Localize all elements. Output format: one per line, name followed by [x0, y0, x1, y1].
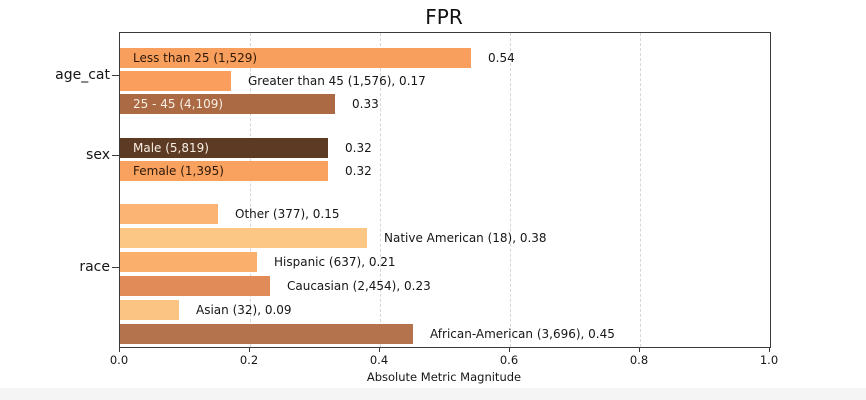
bar-inside-label: Less than 25 (1,529): [133, 51, 258, 65]
bar-native-american: [120, 228, 367, 248]
bar-inside-label: Male (5,819): [133, 141, 209, 155]
category-label-sex: sex: [86, 147, 110, 163]
gridline: [380, 33, 381, 347]
bar-hispanic: [120, 252, 257, 272]
bar-25-45: 25 - 45 (4,109): [120, 94, 335, 114]
gridline: [510, 33, 511, 347]
bar-caucasian: [120, 276, 270, 296]
bar-other: [120, 204, 218, 224]
x-tick: [249, 347, 250, 352]
x-tick-label: 0.6: [499, 353, 519, 367]
bar-value-label: Native American (18), 0.38: [384, 231, 547, 245]
category-label-age_cat: age_cat: [55, 67, 110, 83]
bar-value-label: African-American (3,696), 0.45: [430, 327, 615, 341]
bar-male: Male (5,819): [120, 138, 328, 158]
bar-value-label: Asian (32), 0.09: [196, 303, 292, 317]
plot-area: Less than 25 (1,529) 0.54 Greater than 45 …: [119, 32, 771, 348]
bar-value-label: Caucasian (2,454), 0.23: [287, 279, 431, 293]
bar-value-label: Other (377), 0.15: [235, 207, 340, 221]
bar-inside-label: 25 - 45 (4,109): [133, 97, 224, 111]
category-tick: [112, 267, 119, 268]
bar-inside-label: Female (1,395): [133, 164, 224, 178]
x-tick-label: 0.0: [109, 353, 129, 367]
bar-asian: [120, 300, 179, 320]
bar-value-label: 0.32: [345, 141, 372, 155]
bar-female: Female (1,395): [120, 161, 328, 181]
x-tick: [119, 347, 120, 352]
bar-african-american: [120, 324, 413, 344]
x-axis-label: Absolute Metric Magnitude: [366, 370, 522, 384]
chart-title: FPR: [425, 5, 463, 29]
bar-value-label: Hispanic (637), 0.21: [274, 255, 396, 269]
x-tick: [639, 347, 640, 352]
gridline: [640, 33, 641, 347]
x-tick: [509, 347, 510, 352]
x-tick-label: 1.0: [759, 353, 779, 367]
x-tick: [379, 347, 380, 352]
category-label-race: race: [79, 259, 110, 275]
x-tick-label: 0.4: [369, 353, 389, 367]
x-tick: [769, 347, 770, 352]
bar-less-than-25: Less than 25 (1,529): [120, 48, 471, 68]
category-tick: [112, 155, 119, 156]
x-tick-label: 0.2: [239, 353, 259, 367]
bar-value-label: Greater than 45 (1,576), 0.17: [248, 74, 426, 88]
gridline: [250, 33, 251, 347]
bar-value-label: 0.54: [488, 51, 515, 65]
bar-value-label: 0.32: [345, 164, 372, 178]
category-tick: [112, 75, 119, 76]
bottom-strip: [0, 388, 866, 400]
x-tick-label: 0.8: [629, 353, 649, 367]
bar-value-label: 0.33: [352, 97, 379, 111]
bar-greater-than-45: [120, 71, 231, 91]
